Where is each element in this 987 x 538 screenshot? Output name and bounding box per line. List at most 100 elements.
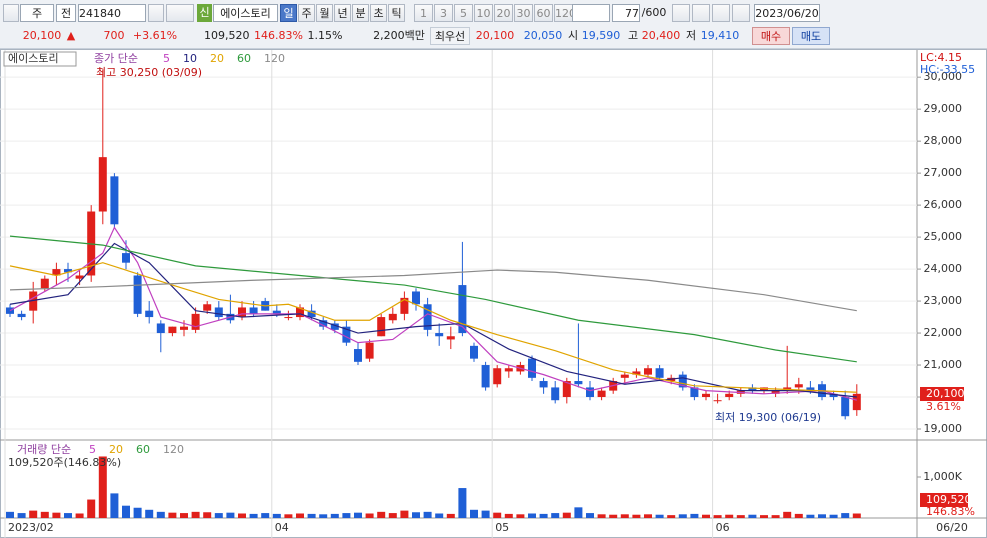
volume-bar — [423, 511, 432, 518]
volume-bar — [75, 513, 84, 518]
moving-average-line — [9, 226, 857, 401]
quote-price: 20,100 — [22, 29, 62, 42]
minute-button[interactable]: 30 — [514, 4, 533, 22]
y-tick-label: 26,000 — [924, 198, 963, 211]
candle-body — [133, 275, 142, 314]
y-tick-label: 25,000 — [924, 230, 963, 243]
hc-label: HC:-33.55 — [920, 63, 975, 76]
candle-body — [841, 397, 850, 417]
price-tag — [920, 387, 964, 401]
quote-high: 20,400 — [641, 29, 681, 42]
candle-body — [493, 368, 502, 385]
tick-select[interactable] — [572, 4, 610, 22]
volume-bar — [133, 507, 142, 518]
volume-ma-entry: 120 — [163, 443, 184, 456]
volume-bar — [829, 514, 838, 518]
volume-ma-entry: 20 — [109, 443, 123, 456]
x-tick-label: 05 — [495, 521, 509, 534]
candle-body — [829, 393, 838, 398]
volume-note: 109,520주(146.83%) — [8, 456, 121, 469]
search-button[interactable] — [148, 4, 164, 22]
volume-bar — [342, 513, 351, 518]
legend-box — [3, 51, 77, 67]
sell-button[interactable]: 매도 — [792, 27, 830, 45]
candle-body — [702, 393, 710, 398]
date-input[interactable]: 2023/06/20 — [754, 4, 820, 22]
period-select[interactable]: 주 — [20, 4, 54, 22]
quote-change: 700 — [103, 29, 125, 42]
candle-body — [191, 313, 200, 330]
volume-bar — [435, 513, 444, 518]
tool-button[interactable] — [672, 4, 690, 22]
volume-bar — [272, 513, 281, 518]
candle-body — [586, 387, 594, 398]
stock-name: 에이스토리 — [213, 4, 278, 22]
volume-bar — [632, 514, 641, 518]
volume-bar — [214, 513, 223, 518]
interval-button[interactable]: 월 — [316, 4, 333, 22]
sound-button[interactable] — [166, 4, 194, 22]
quote-open-label: 시 — [567, 29, 579, 42]
count-input[interactable]: 77 — [612, 4, 640, 22]
volume-tag — [920, 493, 968, 507]
interval-button[interactable]: 분 — [352, 4, 369, 22]
volume-bar — [354, 512, 362, 518]
candle-body — [284, 317, 293, 319]
minute-button[interactable]: 20 — [494, 4, 513, 22]
tool-button[interactable] — [712, 4, 730, 22]
interval-button[interactable]: 주 — [298, 4, 315, 22]
candle-body — [330, 323, 339, 330]
volume-bar — [191, 511, 200, 518]
volume-bar — [400, 510, 409, 518]
code-input[interactable]: 241840 — [78, 4, 146, 22]
volume-bar — [17, 513, 26, 518]
candle-body — [319, 320, 328, 327]
volume-bar — [156, 511, 165, 518]
minute-button[interactable]: 3 — [434, 4, 453, 22]
candle-body — [620, 374, 629, 378]
candle-body — [644, 368, 652, 375]
candle-body — [678, 374, 687, 388]
interval-button[interactable]: 초 — [370, 4, 387, 22]
candle-body — [748, 387, 757, 391]
quote-best-ask: 20,100 — [475, 29, 515, 42]
volume-bar — [783, 511, 792, 518]
interval-button[interactable]: 틱 — [388, 4, 405, 22]
type-select[interactable]: 전 — [56, 4, 76, 22]
candle-body — [794, 384, 803, 388]
icon-button[interactable] — [3, 4, 19, 22]
ma-legend-entry: 20 — [210, 52, 224, 65]
minute-button[interactable]: 1 — [414, 4, 433, 22]
volume-bar — [597, 514, 606, 518]
buy-button[interactable]: 매수 — [752, 27, 790, 45]
volume-bar — [748, 514, 757, 518]
candle-body — [551, 387, 560, 401]
tool-button[interactable] — [692, 4, 710, 22]
moving-average-line — [9, 262, 857, 393]
candle-body — [412, 291, 420, 305]
volume-bar — [365, 513, 374, 518]
candle-body — [145, 310, 154, 318]
volume-bar — [493, 512, 502, 518]
interval-button[interactable]: 년 — [334, 4, 351, 22]
minute-button[interactable]: 5 — [454, 4, 473, 22]
candle-body — [446, 336, 455, 340]
volume-bar — [261, 513, 270, 518]
quote-amount: 2,200백만 — [373, 29, 425, 42]
volume-bar — [29, 510, 38, 518]
new-badge: 신 — [197, 4, 212, 22]
quote-best-label: 최우선 — [430, 27, 470, 45]
count-max: /600 — [641, 6, 667, 19]
moving-average-line — [9, 242, 857, 398]
candle-body — [725, 393, 734, 398]
y-tick-label: 28,000 — [924, 134, 963, 147]
interval-button[interactable]: 일 — [280, 4, 297, 22]
minute-button[interactable]: 10 — [474, 4, 493, 22]
tool-button[interactable] — [732, 4, 750, 22]
ma-legend-entry: 60 — [237, 52, 251, 65]
minute-button[interactable]: 60 — [534, 4, 553, 22]
candle-body — [562, 381, 571, 398]
volume-bar — [504, 513, 513, 518]
minute-button[interactable]: 120 — [554, 4, 576, 22]
volume-bar — [713, 515, 722, 518]
